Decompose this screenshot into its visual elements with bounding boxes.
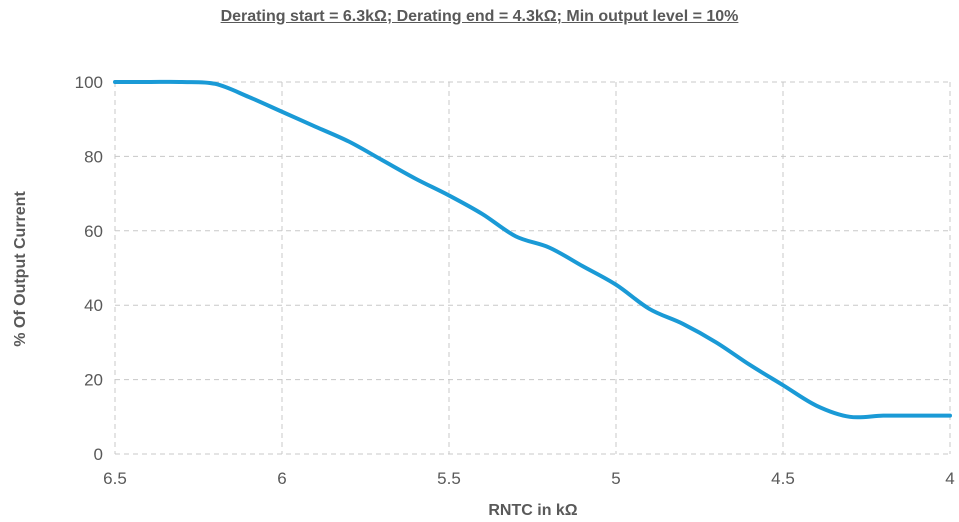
y-tick-label: 40 [84, 296, 103, 315]
x-tick-label: 6.5 [103, 469, 127, 488]
grid-lines [114, 81, 951, 455]
x-axis-label: RNTC in kΩ [488, 502, 577, 519]
x-tick-label: 4.5 [771, 469, 795, 488]
x-tick-label: 6 [277, 469, 286, 488]
chart-title: Derating start = 6.3kΩ; Derating end = 4… [220, 8, 739, 25]
series-layer [113, 79, 952, 420]
x-tick-label: 5 [611, 469, 620, 488]
y-axis-label: % Of Output Current [12, 191, 29, 347]
axis-ticks: 0 20 40 60 80 100 6.5 6 5.5 5 4.5 4 [75, 73, 955, 488]
y-tick-label: 80 [84, 147, 103, 166]
y-tick-label: 60 [84, 222, 103, 241]
x-tick-label: 5.5 [437, 469, 461, 488]
y-tick-label: 100 [75, 73, 103, 92]
y-tick-label: 20 [84, 371, 103, 390]
series-line [113, 79, 952, 420]
y-tick-label: 0 [94, 445, 103, 464]
x-tick-label: 4 [945, 469, 954, 488]
